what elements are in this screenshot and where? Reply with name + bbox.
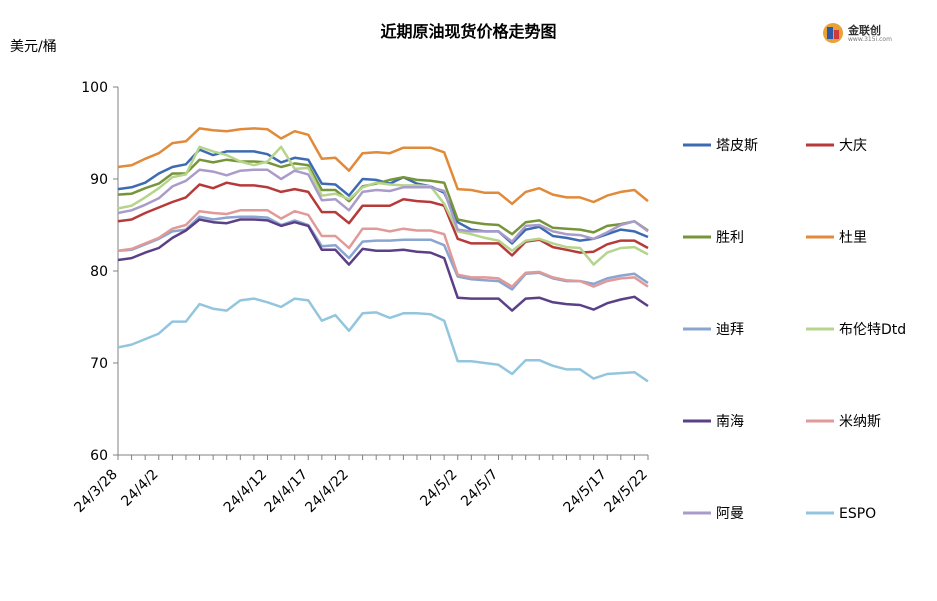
x-tick-label: 24/5/2 bbox=[417, 467, 460, 510]
x-tick-label: 24/5/22 bbox=[601, 467, 650, 516]
x-tick-label: 24/5/7 bbox=[458, 467, 501, 510]
legend-entry: 杜里 bbox=[839, 230, 867, 246]
legend-entry: 迪拜 bbox=[716, 322, 744, 338]
y-tick-label: 80 bbox=[90, 264, 108, 280]
chart-title: 近期原油现货价格走势图 bbox=[380, 22, 557, 41]
unit-label: 美元/桶 bbox=[10, 39, 57, 55]
series-line bbox=[117, 297, 649, 383]
x-tick-label: 24/4/17 bbox=[262, 467, 311, 516]
series-line bbox=[117, 145, 649, 266]
jinlianchuang-logo-icon bbox=[823, 23, 843, 43]
legend-entry: 大庆 bbox=[839, 138, 867, 154]
series-line bbox=[117, 218, 649, 312]
legend-entry: 布伦特Dtd bbox=[839, 322, 906, 338]
logo-url: www.315i.com bbox=[848, 36, 892, 43]
series-line bbox=[117, 168, 649, 243]
series-line bbox=[117, 127, 649, 206]
x-tick-label: 24/4/12 bbox=[221, 467, 270, 516]
series-line bbox=[117, 209, 649, 288]
y-tick-label: 60 bbox=[90, 448, 108, 464]
logo-name: 金联创 bbox=[848, 24, 881, 37]
x-tick-label: 24/3/28 bbox=[71, 467, 120, 516]
y-tick-label: 70 bbox=[90, 356, 108, 372]
x-tick-label: 24/5/17 bbox=[561, 467, 610, 516]
legend-entry: 胜利 bbox=[716, 230, 744, 246]
y-tick-label: 100 bbox=[81, 80, 108, 96]
legend-entry: 阿曼 bbox=[716, 506, 744, 522]
legend-entry: 南海 bbox=[716, 414, 744, 430]
series-line bbox=[117, 158, 649, 236]
y-tick-label: 90 bbox=[90, 172, 108, 188]
x-tick-label: 24/4/2 bbox=[118, 467, 161, 510]
legend-entry: ESPO bbox=[839, 506, 876, 522]
jinlianchuang-logo: 金联创 www.315i.com bbox=[822, 20, 902, 46]
x-tick-label: 24/4/22 bbox=[302, 467, 351, 516]
legend-entry: 米纳斯 bbox=[839, 414, 881, 430]
legend-entry: 塔皮斯 bbox=[716, 138, 758, 154]
series-line bbox=[117, 181, 649, 257]
